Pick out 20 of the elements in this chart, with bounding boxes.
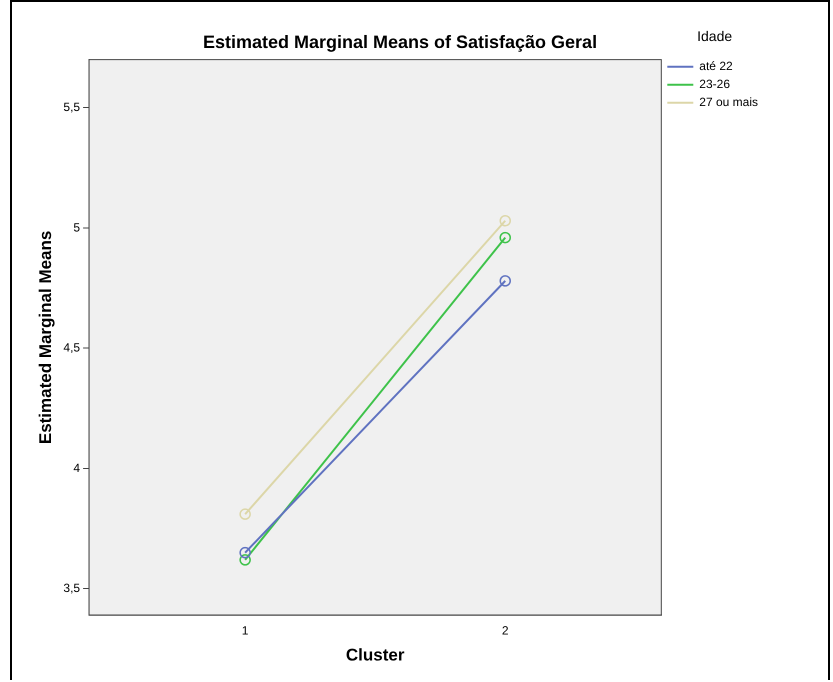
y-tick-label: 3,5: [63, 581, 80, 596]
x-axis-title: Cluster: [346, 645, 405, 664]
legend-label: 23-26: [699, 77, 730, 92]
point: [499, 275, 511, 287]
point: [499, 215, 511, 226]
y-tick-label: 5,5: [63, 100, 80, 114]
x-tick-label: 1: [242, 624, 249, 638]
legend-title: Idade: [697, 28, 732, 44]
point: [239, 554, 251, 566]
legend-label: 27 ou mais: [699, 95, 758, 110]
x-tick-label: 2: [502, 624, 509, 638]
point: [499, 232, 511, 244]
point: [239, 508, 251, 520]
y-axis-title: Estimated Marginal Means: [36, 230, 55, 444]
y-tick-label: 4: [73, 460, 80, 475]
point: [239, 546, 251, 558]
chart-title: Estimated Marginal Means of Satisfação Geral: [202, 32, 598, 52]
y-tick-label: 5: [73, 220, 80, 234]
legend-label: até 22: [699, 59, 733, 74]
y-tick-label: 4,5: [63, 340, 80, 355]
